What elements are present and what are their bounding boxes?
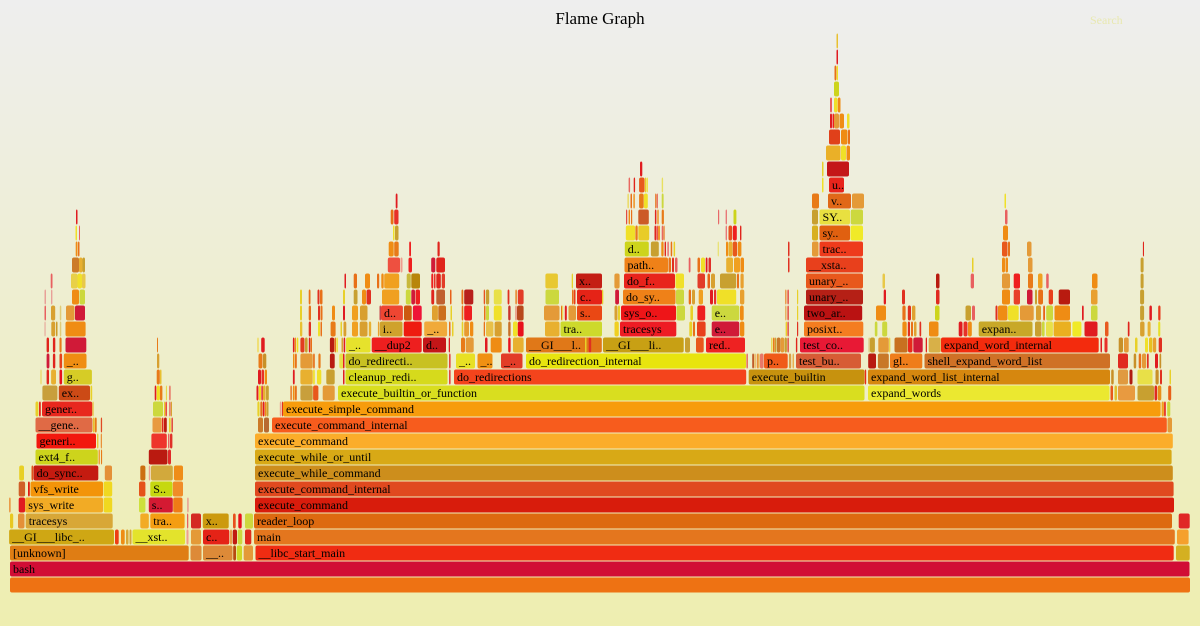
svg-text:v..: v.. (831, 194, 842, 208)
svg-text:d..: d.. (628, 242, 640, 256)
svg-text:gl..: gl.. (893, 354, 908, 368)
svg-text:do_redirections: do_redirections (457, 370, 532, 384)
svg-text:__libc_start_main: __libc_start_main (258, 546, 346, 560)
svg-text:_..: _.. (66, 354, 79, 368)
svg-text:__dup2: __dup2 (374, 338, 411, 352)
svg-text:i..: i.. (383, 322, 392, 336)
svg-text:unary_..: unary_.. (809, 274, 848, 288)
svg-text:do_redirecti..: do_redirecti.. (349, 354, 413, 368)
svg-text:expand_words: expand_words (871, 386, 941, 400)
svg-text:execute_command: execute_command (258, 498, 348, 512)
svg-text:_..: _.. (503, 354, 516, 368)
svg-text:s..: s.. (152, 498, 163, 512)
svg-text:d..: d.. (426, 338, 438, 352)
svg-text:bash: bash (13, 562, 35, 576)
svg-text:vfs_write: vfs_write (34, 482, 79, 496)
svg-text:g..: g.. (67, 370, 79, 384)
svg-text:d..: d.. (384, 306, 396, 320)
svg-text:tra..: tra.. (564, 322, 583, 336)
svg-text:execute_simple_command: execute_simple_command (286, 402, 414, 416)
svg-text:main: main (257, 530, 281, 544)
svg-text:test_bu..: test_bu.. (799, 354, 840, 368)
svg-text:__gene..: __gene.. (38, 418, 80, 432)
svg-text:c..: c.. (580, 290, 591, 304)
svg-text:__GI___l..: __GI___l.. (528, 338, 581, 352)
svg-text:execute_builtin_or_function: execute_builtin_or_function (341, 386, 477, 400)
svg-text:execute_while_or_until: execute_while_or_until (258, 450, 372, 464)
svg-text:reader_loop: reader_loop (257, 514, 314, 528)
svg-text:shell_expand_word_list: shell_expand_word_list (928, 354, 1043, 368)
svg-text:e..: e.. (715, 322, 726, 336)
svg-text:sy..: sy.. (823, 226, 839, 240)
svg-text:_..: _.. (458, 354, 471, 368)
svg-text:trac..: trac.. (823, 242, 847, 256)
svg-text:red..: red.. (709, 338, 730, 352)
svg-text:execute_builtin: execute_builtin (752, 370, 826, 384)
svg-text:[unknown]: [unknown] (13, 546, 66, 560)
svg-text:e..: e.. (715, 306, 726, 320)
svg-text:execute_command_internal: execute_command_internal (258, 482, 391, 496)
svg-text:Search: Search (1090, 13, 1123, 27)
svg-text:s..: s.. (580, 306, 591, 320)
svg-text:sys_write: sys_write (28, 498, 74, 512)
svg-text:x..: x.. (579, 274, 591, 288)
svg-text:test_co..: test_co.. (803, 338, 843, 352)
svg-text:u..: u.. (832, 178, 844, 192)
svg-text:_..: _.. (348, 338, 361, 352)
svg-text:tra..: tra.. (153, 514, 172, 528)
svg-text:execute_command: execute_command (258, 434, 348, 448)
svg-text:__xst..: __xst.. (135, 530, 168, 544)
svg-text:__GI___li..: __GI___li.. (605, 338, 661, 352)
svg-text:two_ar..: two_ar.. (807, 306, 846, 320)
svg-text:tracesys: tracesys (623, 322, 662, 336)
svg-text:Flame Graph: Flame Graph (555, 9, 645, 28)
svg-text:path..: path.. (628, 258, 655, 272)
svg-text:cleanup_redi..: cleanup_redi.. (349, 370, 417, 384)
svg-text:x..: x.. (206, 514, 218, 528)
svg-text:c..: c.. (206, 530, 217, 544)
svg-text:_..: _.. (426, 322, 439, 336)
svg-text:execute_command_internal: execute_command_internal (275, 418, 408, 432)
svg-text:S..: S.. (153, 482, 166, 496)
svg-text:p..: p.. (767, 354, 779, 368)
svg-text:do_sync..: do_sync.. (37, 466, 83, 480)
svg-text:ex..: ex.. (62, 386, 79, 400)
svg-text:do_sy..: do_sy.. (626, 290, 660, 304)
svg-text:execute_while_command: execute_while_command (258, 466, 381, 480)
svg-text:tracesys: tracesys (29, 514, 68, 528)
svg-text:expand_word_internal: expand_word_internal (944, 338, 1053, 352)
svg-text:__xsta..: __xsta.. (808, 258, 846, 272)
svg-text:generi..: generi.. (40, 434, 76, 448)
svg-text:expand_word_list_internal: expand_word_list_internal (871, 370, 1000, 384)
svg-text:unary_..: unary_.. (809, 290, 848, 304)
svg-text:__GI___libc_..: __GI___libc_.. (11, 530, 85, 544)
svg-text:do_redirection_internal: do_redirection_internal (529, 354, 642, 368)
svg-text:sys_o..: sys_o.. (624, 306, 657, 320)
svg-text:posixt..: posixt.. (807, 322, 842, 336)
svg-text:SY..: SY.. (823, 210, 843, 224)
svg-text:_..: _.. (480, 354, 493, 368)
svg-text:gener..: gener.. (45, 402, 77, 416)
svg-text:do_f..: do_f.. (627, 274, 655, 288)
svg-text:ext4_f..: ext4_f.. (39, 450, 76, 464)
svg-text:expan..: expan.. (982, 322, 1017, 336)
svg-text:__..: __.. (205, 546, 224, 560)
